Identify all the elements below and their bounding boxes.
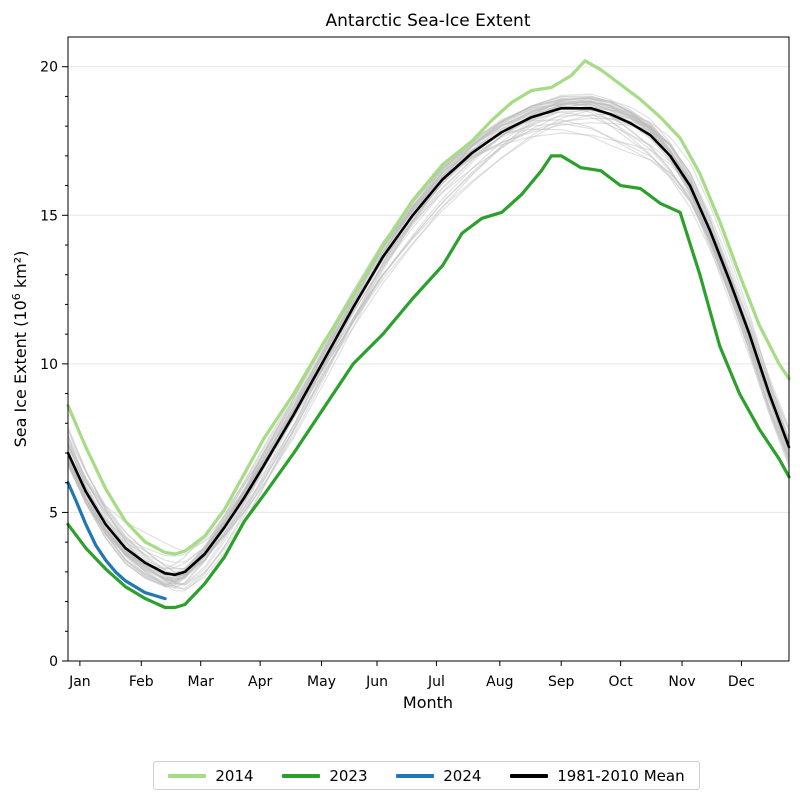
legend-item-mean: 1981-2010 Mean (510, 766, 685, 785)
x-tick-label: Aug (486, 674, 513, 690)
chart-title: Antarctic Sea-Ice Extent (326, 11, 531, 31)
background-year-line (67, 117, 790, 585)
plot-frame (67, 36, 790, 662)
background-year-line (67, 99, 790, 587)
background-year-line (67, 95, 790, 585)
x-tick-label: Sep (548, 674, 575, 690)
x-tick-label: Nov (668, 674, 695, 690)
grid-layer (68, 66, 789, 513)
x-tick-label: Mar (188, 674, 215, 690)
background-year-line (67, 114, 790, 580)
series-line-2014 (66, 59, 791, 556)
legend-swatch-mean (510, 773, 549, 778)
x-tick-label: Oct (609, 674, 634, 690)
chart-svg: Antarctic Sea-Ice Extent 0 5 10 15 20 Jan Feb… (10, 11, 791, 712)
background-year-line (67, 95, 790, 577)
background-year-line (67, 119, 790, 586)
background-year-line (67, 107, 790, 589)
background-year-line (67, 100, 790, 583)
x-tick-label: Jan (68, 674, 91, 690)
x-tick-label: Apr (248, 674, 272, 690)
y-tick-label: 0 (49, 654, 58, 670)
x-tick-label: Feb (129, 674, 154, 690)
legend-item-2014: 2014 (168, 766, 254, 785)
x-axis-label: Month (403, 693, 453, 712)
background-year-line (67, 122, 790, 586)
y-axis: 0 5 10 15 20 (40, 60, 68, 670)
background-year-line (67, 106, 790, 577)
legend-label-mean: 1981-2010 Mean (557, 766, 685, 785)
x-tick-label: Jul (427, 674, 445, 690)
legend-swatch-2023 (282, 773, 321, 778)
series-line-1981-2010-mean (66, 107, 791, 577)
y-axis-label: Sea Ice Extent (106 km²) (10, 251, 31, 448)
legend-swatch-2014 (168, 773, 207, 778)
x-tick-label: May (307, 674, 336, 690)
series-layer (66, 59, 791, 610)
x-tick-label: Jun (365, 674, 388, 690)
background-year-line (67, 132, 790, 592)
y-tick-label: 10 (40, 357, 58, 373)
y-tick-label: 5 (49, 505, 58, 521)
background-year-line (67, 122, 790, 589)
legend-label-2014: 2014 (215, 766, 254, 785)
y-tick-label: 15 (40, 208, 58, 224)
background-year-line (67, 113, 790, 588)
legend-label-2024: 2024 (443, 766, 482, 785)
background-year-line (67, 101, 790, 581)
x-tick-label: Dec (728, 674, 755, 690)
background-year-line (67, 103, 790, 557)
chart-legend: 2014 2023 2024 1981-2010 Mean (153, 761, 700, 790)
background-year-line (67, 100, 790, 574)
legend-item-2023: 2023 (282, 766, 368, 785)
x-axis: Jan Feb Mar Apr May Jun Jul Aug Sep Oct Nov Dec (68, 661, 755, 690)
legend-swatch-2024 (396, 773, 435, 778)
background-year-line (67, 101, 790, 584)
background-year-line (67, 97, 790, 586)
background-year-line (67, 100, 790, 579)
y-tick-label: 20 (40, 60, 58, 76)
series-line-2023 (66, 154, 791, 610)
legend-item-2024: 2024 (396, 767, 481, 785)
series-line-2024 (66, 481, 167, 601)
background-year-line (67, 97, 790, 573)
background-year-line (67, 100, 790, 581)
background-year-line (67, 98, 790, 570)
legend-label-2023: 2023 (329, 766, 368, 785)
background-year-line (67, 106, 790, 563)
background-years-layer (67, 93, 790, 592)
background-year-line (67, 109, 790, 576)
